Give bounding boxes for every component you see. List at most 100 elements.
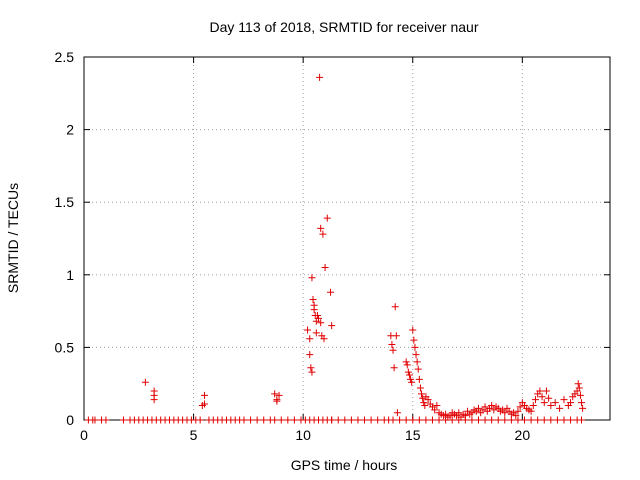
y-tick-label: 2 [66,122,74,138]
data-point [414,365,422,373]
data-point [361,416,369,424]
y-axis-label: SRMTID / TECUs [5,183,21,293]
data-point [141,378,149,386]
data-point [321,264,329,272]
data-point [196,416,204,424]
y-tick-label: 0.5 [55,339,75,355]
y-tick-label: 2.5 [55,49,75,65]
data-point [391,303,399,311]
data-point [488,416,496,424]
data-point [347,416,355,424]
data-point [328,416,336,424]
data-point [201,391,209,399]
data-point [560,416,568,424]
data-point [461,412,469,420]
data-point [284,416,292,424]
data-point [553,416,561,424]
data-point [431,406,439,414]
data-point [253,416,261,424]
data-point [475,416,482,424]
data-point [435,416,443,424]
data-point [418,390,426,398]
data-point [415,416,423,424]
data-point [317,319,325,327]
data-point [102,416,110,424]
data-point [306,351,314,359]
data-point [521,416,529,424]
data-point [409,326,417,334]
data-point [150,396,158,404]
x-axis-label: GPS time / hours [291,457,398,473]
data-point [328,322,336,330]
data-point [334,416,342,424]
data-point [574,380,582,388]
data-point [320,335,328,343]
data-point [468,416,476,424]
data-point [319,230,327,238]
data-point [404,368,412,376]
data-point [315,314,323,322]
data-point [424,396,432,404]
data-point [421,401,429,409]
data-point [575,384,583,392]
data-point [420,399,428,407]
data-point [317,224,325,232]
data-point [309,295,317,303]
data-point [560,396,568,404]
data-point [578,416,586,424]
data-point [308,368,316,376]
data-point [481,416,489,424]
data-point [306,335,314,343]
data-point [260,416,268,424]
data-point [405,371,413,379]
data-point [514,416,522,424]
data-point [415,375,423,383]
data-point [540,399,548,407]
data-point [413,358,421,366]
data-point [428,416,436,424]
data-point [433,401,441,409]
data-point [290,416,298,424]
data-point [310,306,318,314]
y-tick-label: 0 [66,412,74,428]
data-point [308,274,316,282]
data-point [567,416,575,424]
data-point [393,409,401,417]
data-point [419,394,427,402]
data-point [551,399,559,407]
data-point [579,404,587,412]
data-point [512,412,520,420]
x-tick-label: 10 [295,427,311,443]
y-tick-label: 1 [66,267,74,283]
data-point [403,361,411,369]
data-point [576,391,584,399]
data-point [547,401,555,409]
data-point [501,409,509,417]
data-point [578,399,586,407]
data-point [402,416,410,424]
data-point [374,416,382,424]
data-point [271,390,279,398]
data-point [527,416,535,424]
data-point [312,329,320,337]
data-point [367,416,375,424]
data-point [536,387,544,395]
data-point [409,416,417,424]
plot-frame [83,56,611,421]
data-point [538,393,546,401]
chart-title: Day 113 of 2018, SRMTID for receiver nau… [210,19,479,35]
data-point [494,416,502,424]
data-point [529,401,537,409]
data-point [240,416,248,424]
data-point [408,378,416,386]
data-point [273,397,281,405]
data-point [392,332,400,340]
x-tick-label: 20 [515,427,531,443]
x-tick-label: 5 [190,427,198,443]
data-point [481,403,489,411]
grid-lines [84,57,610,420]
data-point [313,311,321,319]
y-tick-label: 1.5 [55,194,75,210]
data-point [402,358,410,366]
data-point [388,340,396,348]
